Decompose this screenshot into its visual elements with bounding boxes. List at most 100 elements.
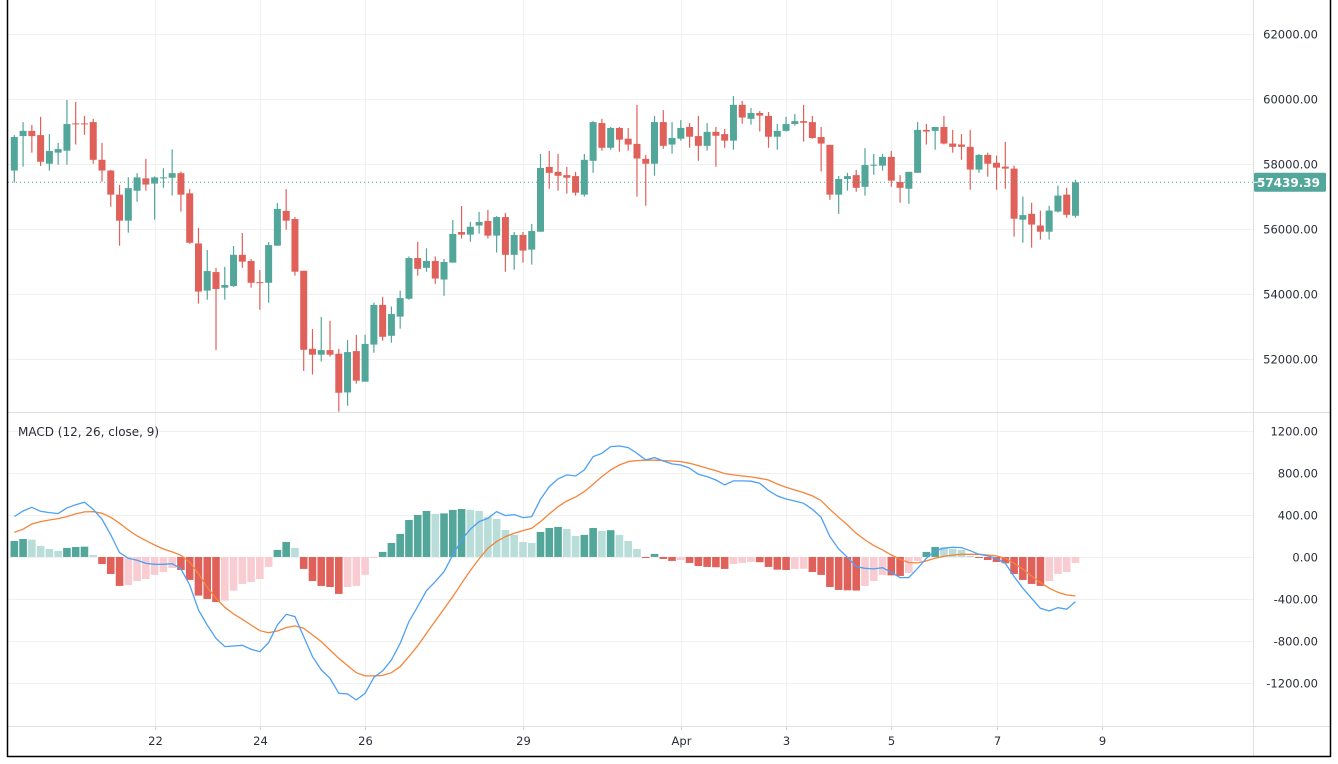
candle[interactable] [177,171,185,212]
candle[interactable] [931,126,939,150]
candle[interactable] [45,134,53,171]
candle[interactable] [940,115,948,145]
candle[interactable] [1010,165,1018,237]
candle[interactable] [80,115,88,135]
candle[interactable] [116,184,124,246]
candle[interactable] [72,101,80,145]
candle[interactable] [572,171,580,196]
candle[interactable] [598,118,606,151]
candle[interactable] [124,177,132,233]
candle[interactable] [677,120,685,141]
candle[interactable] [729,96,737,150]
candle[interactable] [300,270,308,371]
candle[interactable] [186,189,194,244]
candle[interactable] [98,142,106,182]
macd-pane[interactable] [10,445,1080,701]
candle[interactable] [615,126,623,152]
candle[interactable] [247,259,255,288]
candle[interactable] [142,158,150,191]
candle[interactable] [203,249,211,300]
candle[interactable] [370,302,378,353]
candle[interactable] [54,142,62,165]
candle[interactable] [37,116,45,167]
candle[interactable] [466,221,474,242]
candle[interactable] [335,348,343,412]
candle[interactable] [265,242,273,303]
candle[interactable] [545,151,553,189]
candle[interactable] [914,122,922,173]
candle[interactable] [256,270,264,310]
candle[interactable] [1028,202,1036,248]
candle[interactable] [659,110,667,149]
candle[interactable] [501,212,509,272]
candle[interactable] [1071,179,1079,218]
candle[interactable] [291,217,299,276]
candle[interactable] [817,126,825,172]
macd-legend[interactable]: MACD (12, 26, close, 9) [18,425,159,439]
candle[interactable] [493,216,501,253]
candle[interactable] [475,211,483,234]
candle[interactable] [317,316,325,362]
candle[interactable] [721,128,729,148]
candle[interactable] [879,153,887,171]
candle[interactable] [800,104,808,142]
candle[interactable] [642,154,650,206]
candle[interactable] [966,129,974,190]
candle[interactable] [282,189,290,230]
candle[interactable] [686,123,694,148]
candle[interactable] [440,259,448,296]
candle[interactable] [396,290,404,329]
candle[interactable] [633,104,641,197]
candle[interactable] [694,115,702,161]
candle[interactable] [414,241,422,276]
candle[interactable] [63,99,71,165]
candle[interactable] [133,173,141,202]
candle[interactable] [379,296,387,341]
candle[interactable] [826,144,834,200]
candle[interactable] [151,176,159,220]
candle[interactable] [887,151,895,187]
candle[interactable] [326,320,334,357]
candle[interactable] [773,124,781,150]
candle[interactable] [510,232,518,270]
candle[interactable] [668,122,676,154]
candle[interactable] [221,266,229,300]
candle[interactable] [861,148,869,196]
candle[interactable] [458,206,466,239]
candle[interactable] [89,118,97,164]
candle[interactable] [212,267,220,351]
candle[interactable] [273,203,281,246]
candle[interactable] [10,135,18,183]
candle[interactable] [1019,196,1027,243]
candle[interactable] [607,126,615,150]
candle[interactable] [703,123,711,151]
candle[interactable] [852,169,860,192]
candle[interactable] [580,153,588,197]
candle[interactable] [922,124,930,145]
candle[interactable] [352,334,360,384]
candle[interactable] [782,116,790,132]
candle[interactable] [554,153,562,191]
candle[interactable] [1045,205,1053,240]
candle[interactable] [905,171,913,204]
candle[interactable] [431,256,439,284]
candle[interactable] [159,168,167,188]
candle[interactable] [28,125,36,153]
candle[interactable] [756,111,764,132]
candle[interactable] [949,129,957,153]
candle[interactable] [843,172,851,191]
candle[interactable] [765,112,773,148]
candle[interactable] [808,115,816,139]
candle[interactable] [791,113,799,126]
candle[interactable] [589,121,597,173]
candle[interactable] [361,334,369,382]
candle[interactable] [537,153,544,232]
candle[interactable] [387,306,395,343]
candle[interactable] [519,232,527,263]
candle[interactable] [528,223,536,265]
candle[interactable] [896,175,904,203]
candle[interactable] [168,149,176,196]
candle[interactable] [308,328,316,375]
candle[interactable] [230,246,238,288]
